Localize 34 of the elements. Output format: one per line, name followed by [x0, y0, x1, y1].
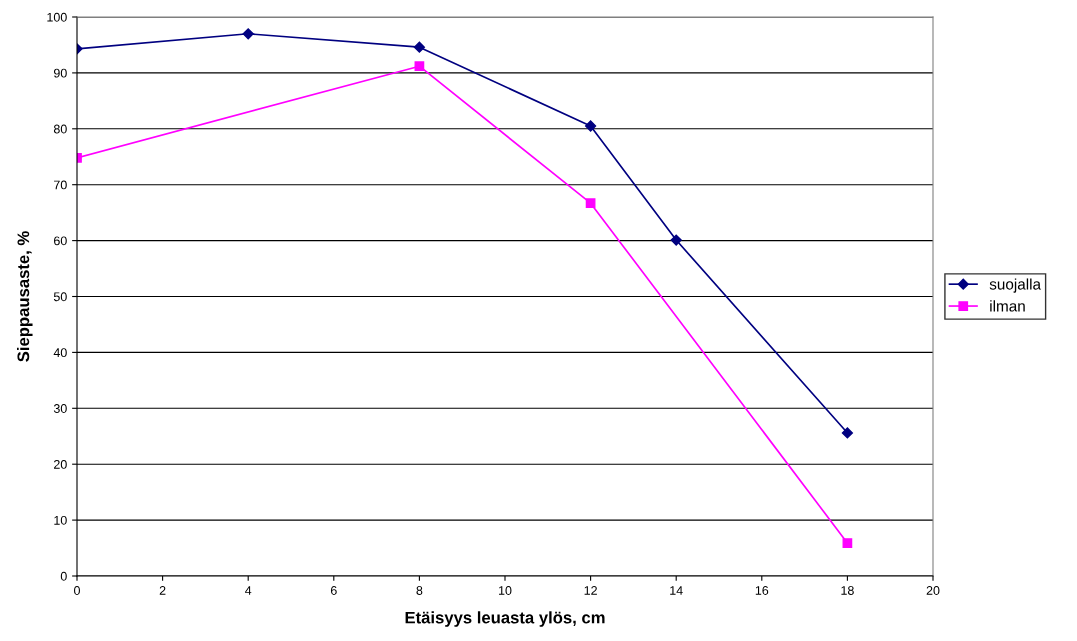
- point: [242, 28, 254, 40]
- x-tick-label: 2: [159, 586, 166, 595]
- y-tick-label: 40: [53, 348, 67, 358]
- y-tick-label: 70: [54, 180, 67, 190]
- x-tick-label: 4: [245, 586, 252, 595]
- y-tick-label: 60: [54, 236, 67, 246]
- point: [841, 427, 854, 439]
- x-tick-label: 18: [841, 586, 854, 595]
- y-tick-label: 0: [60, 571, 67, 581]
- x-tick-label: 0: [74, 586, 80, 595]
- legend-label: suojalla: [989, 278, 1042, 293]
- point: [585, 198, 596, 209]
- x-tick-label: 10: [499, 586, 512, 595]
- y-tick-label: 90: [53, 68, 67, 78]
- x-tick-label: 8: [416, 586, 423, 595]
- y-axis-title: Sieppausaste, %: [17, 231, 33, 362]
- point: [413, 41, 426, 53]
- point: [414, 61, 425, 72]
- point: [842, 538, 853, 548]
- x-tick-label: 6: [330, 586, 337, 595]
- x-tick-label: 20: [926, 586, 940, 595]
- x-tick-label: 12: [584, 586, 597, 595]
- y-tick-label: 80: [53, 124, 67, 134]
- y-tick-label: 100: [47, 12, 67, 22]
- y-tick-label: 20: [54, 460, 67, 469]
- legend-label: ilman: [990, 300, 1025, 312]
- point: [670, 234, 682, 246]
- y-tick-label: 10: [54, 515, 67, 525]
- x-axis-title: Etäisyys leuasta ylös, cm: [405, 611, 605, 627]
- y-tick-label: 50: [53, 292, 67, 302]
- point: [584, 120, 597, 132]
- x-tick-label: 14: [670, 586, 683, 595]
- x-tick-label: 16: [755, 586, 769, 595]
- y-tick-label: 30: [53, 404, 67, 413]
